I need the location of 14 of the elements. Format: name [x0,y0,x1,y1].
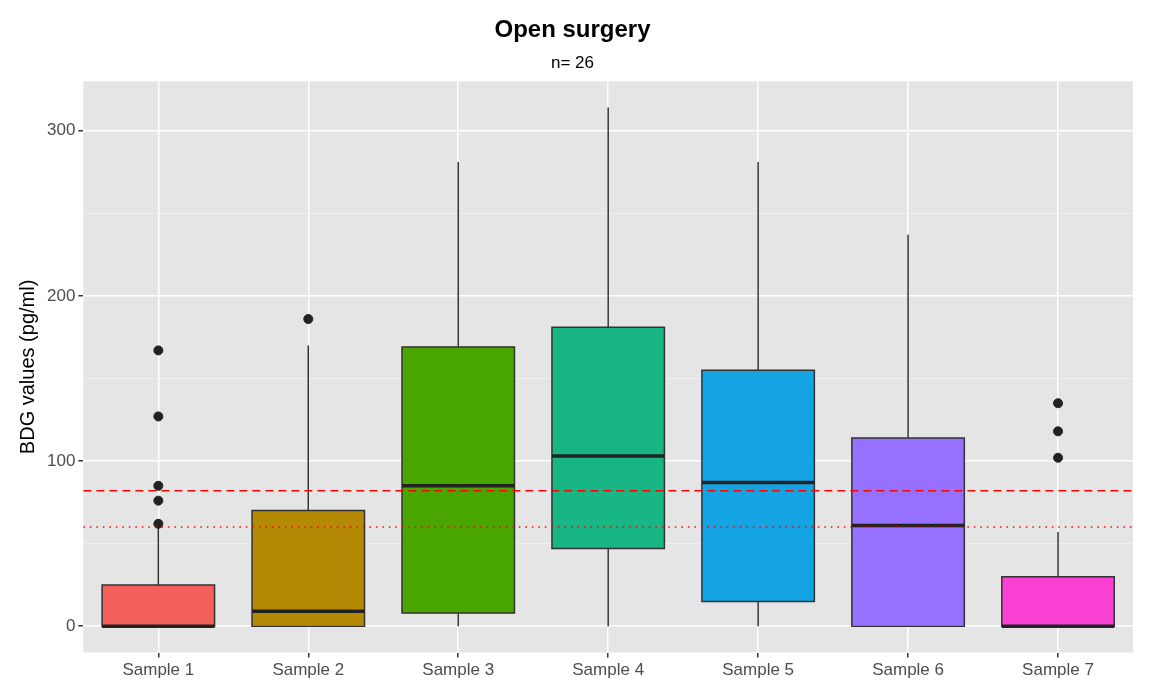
x-tick-label: Sample 1 [122,660,195,680]
x-tick-label: Sample 7 [1022,660,1094,680]
chart-subtitle: n= 26 [550,52,595,72]
x-tick-label: Sample 2 [272,660,345,680]
y-axis-title: BDG values (pg/ml) [15,279,38,455]
y-tick-label: 300 [46,120,76,140]
x-tick-label: Sample 6 [872,660,944,680]
x-tick-label: Sample 4 [572,660,645,680]
y-tick-label: 0 [65,615,76,635]
y-tick-label: 200 [46,285,76,305]
chart-title: Open surgery [494,15,652,43]
y-tick-label: 100 [46,450,76,470]
x-tick-label: Sample 5 [722,660,795,680]
x-tick-label: Sample 3 [422,660,495,680]
